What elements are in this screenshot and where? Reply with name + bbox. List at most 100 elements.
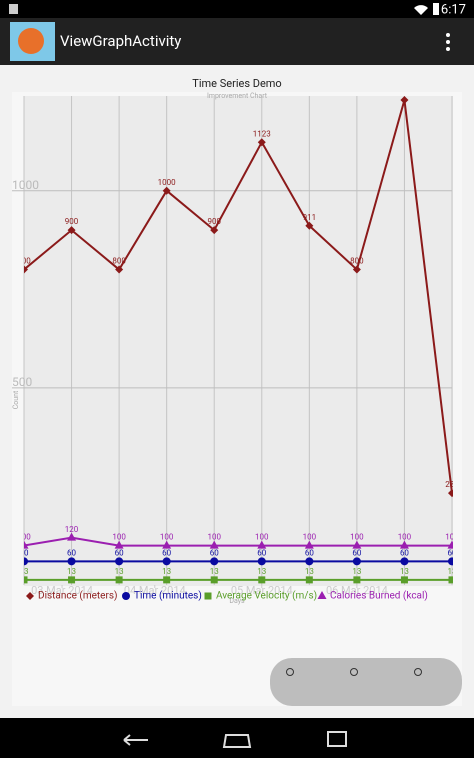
back-button[interactable] <box>123 734 148 746</box>
zoom-in-button[interactable] <box>286 668 294 676</box>
point <box>204 592 212 600</box>
data-label: 1000 <box>158 178 176 187</box>
point <box>447 540 453 549</box>
data-label: 60 <box>210 548 219 557</box>
x-tick-label: 03 Mar 2014 <box>31 584 93 597</box>
data-label: 800 <box>350 257 364 266</box>
data-label: 60 <box>448 548 457 557</box>
menu-dot[interactable] <box>446 33 450 37</box>
chart-subtitle: Improvement Chart <box>207 92 268 100</box>
point <box>162 540 172 549</box>
point <box>67 532 77 541</box>
data-label: 13 <box>115 567 124 576</box>
point <box>24 576 28 584</box>
legend-label: Distance (meters) <box>38 590 118 602</box>
data-label: 100 <box>112 533 126 542</box>
point <box>305 557 314 566</box>
point <box>24 265 28 274</box>
series-layer: 800 900 800 1000 900 1123 911 800 1230 233 60 60 60 6… <box>17 96 459 584</box>
data-label: 60 <box>115 548 124 557</box>
point <box>448 576 453 584</box>
chart-title: Time Series Demo <box>192 77 281 90</box>
point <box>257 540 267 549</box>
point <box>352 540 362 549</box>
data-label: 60 <box>67 548 76 557</box>
data-label: 100 <box>160 533 174 542</box>
point <box>209 540 219 549</box>
home-button[interactable] <box>222 734 252 748</box>
point <box>68 576 76 584</box>
point <box>67 557 76 566</box>
point <box>67 226 76 235</box>
point <box>400 96 409 104</box>
recents-button[interactable] <box>327 731 347 747</box>
point <box>400 557 409 566</box>
data-label: 233 <box>445 480 459 489</box>
zoom-in-icon[interactable] <box>286 668 294 676</box>
data-label: 911 <box>303 213 317 222</box>
data-label: 13 <box>448 567 457 576</box>
x-tick-label: 06 Mar 2014 <box>326 584 388 597</box>
data-label: 13 <box>352 567 361 576</box>
y-tick-label: 1000 <box>12 178 39 192</box>
action-bar <box>0 18 474 65</box>
data-label: 100 <box>207 533 221 542</box>
data-label: 13 <box>67 567 76 576</box>
point <box>162 557 171 566</box>
point <box>115 557 124 566</box>
menu-dot[interactable] <box>446 47 450 51</box>
data-label: 60 <box>20 548 29 557</box>
point <box>317 591 327 599</box>
y-tick-label: 500 <box>12 375 32 389</box>
point <box>352 265 361 274</box>
status-bar <box>0 0 474 18</box>
point <box>24 557 28 566</box>
data-label: 800 <box>112 257 126 266</box>
point <box>162 186 171 195</box>
data-label: 100 <box>303 533 317 542</box>
battery-icon <box>433 3 439 15</box>
data-label: 100 <box>350 533 364 542</box>
data-label: 100 <box>398 533 412 542</box>
grid: 500 1000 03 Mar 2014 04 Mar 2014 05 Mar 2014… <box>12 96 453 597</box>
zoom-reset-icon[interactable] <box>414 668 422 676</box>
x-axis-title: Days <box>229 597 245 605</box>
data-label: 13 <box>257 567 266 576</box>
zoom-controls <box>270 658 462 706</box>
series-line <box>24 536 452 547</box>
plot-area <box>24 96 453 586</box>
point <box>400 576 408 584</box>
zoom-reset-button[interactable] <box>414 668 422 676</box>
legend: Distance (meters) Time (minutes) Average V… <box>26 590 428 602</box>
data-label: 900 <box>207 217 221 226</box>
x-tick-label: 05 Mar 2014 <box>231 584 293 597</box>
data-label: 60 <box>352 548 361 557</box>
data-label: 13 <box>210 567 219 576</box>
point <box>352 557 361 566</box>
nav-bar <box>0 718 474 758</box>
point <box>353 576 361 584</box>
zoom-out-icon[interactable] <box>350 668 358 676</box>
overflow-menu[interactable] <box>446 33 450 51</box>
point <box>399 540 409 549</box>
y-axis-title: Count <box>12 390 20 409</box>
app-title: ViewGraphActivity <box>60 32 181 50</box>
data-label: 1123 <box>253 129 271 138</box>
point <box>257 557 266 566</box>
point <box>210 576 218 584</box>
data-label: 800 <box>17 257 31 266</box>
point <box>210 557 219 566</box>
data-label: 60 <box>400 548 409 557</box>
data-label: 60 <box>162 548 171 557</box>
data-label: 100 <box>255 533 269 542</box>
point <box>448 557 453 566</box>
point <box>26 592 34 600</box>
data-label: 60 <box>305 548 314 557</box>
zoom-out-button[interactable] <box>350 668 358 676</box>
menu-dot[interactable] <box>446 40 450 44</box>
point <box>304 540 314 549</box>
wifi-icon <box>414 5 428 15</box>
data-label: 13 <box>20 567 29 576</box>
x-tick-label: 04 Mar 2014 <box>124 584 186 597</box>
